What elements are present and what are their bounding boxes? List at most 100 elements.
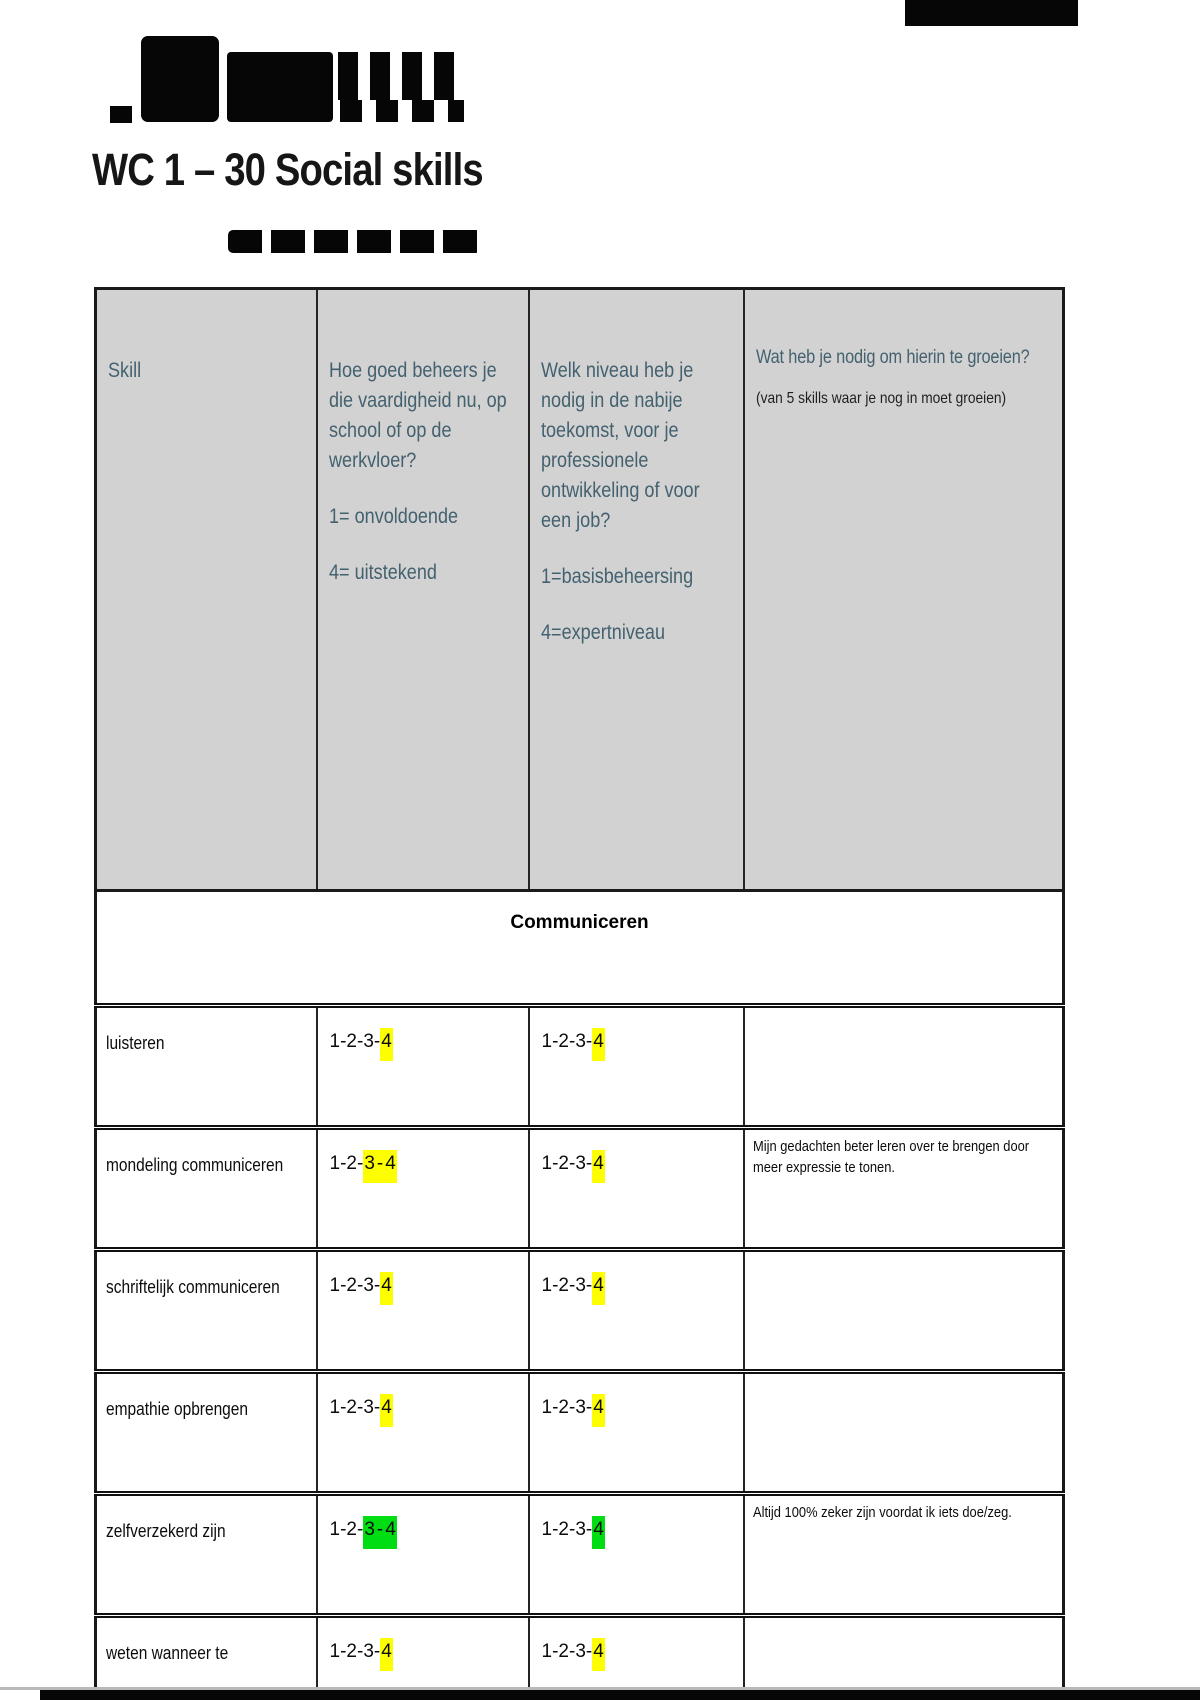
current-level-scale: 1-2-3-4 (315, 1127, 530, 1252)
skill-name: mondeling communiceren (94, 1127, 318, 1252)
scale-value: 2 (558, 1641, 569, 1662)
growth-note (742, 1005, 1065, 1130)
current-level-scale: 1-2-3-4 (315, 1615, 530, 1700)
page-title: WC 1 – 30 Social skills (92, 144, 484, 195)
scale-value: 3 (363, 1150, 376, 1183)
col-header-growth-subtitle: (van 5 skills waar je nog in moet groeie… (755, 390, 1006, 407)
scale-value: 4 (592, 1638, 605, 1671)
growth-note (742, 1371, 1065, 1496)
table-row: schriftelijk communiceren 1-2-3-4 1-2-3-… (94, 1249, 1065, 1374)
skill-name: weten wanneer te (94, 1615, 318, 1700)
needed-level-scale: 1-2-3-4 (527, 1371, 745, 1496)
section-row: Communiceren (94, 890, 1065, 1008)
growth-note (742, 1615, 1065, 1700)
scale-value: 4 (592, 1516, 605, 1549)
scale-value: 1 (541, 1153, 553, 1174)
scale-value: 4 (380, 1638, 393, 1671)
scale-value: 1 (329, 1153, 341, 1174)
scale-value: 2 (346, 1153, 357, 1174)
current-level-scale: 1-2-3-4 (315, 1249, 530, 1374)
scale-value: 1 (541, 1275, 553, 1296)
growth-note: Mijn gedachten beter leren over te breng… (742, 1127, 1065, 1252)
scale-value: 2 (346, 1275, 357, 1296)
scale-value: 2 (558, 1275, 569, 1296)
scale-value: 2 (558, 1153, 569, 1174)
scale-value: 1 (541, 1519, 553, 1540)
col-header-skill-label: Skill (108, 359, 142, 382)
growth-note: Altijd 100% zeker zijn voordat ik iets d… (742, 1493, 1065, 1618)
skill-name: luisteren (94, 1005, 318, 1130)
scan-artifact-stripes (338, 52, 464, 100)
growth-note (742, 1249, 1065, 1374)
scale-value: 4 (592, 1150, 605, 1183)
table-row: zelfverzekerd zijn 1-2-3-4 1-2-3-4 Altij… (94, 1493, 1065, 1618)
scale-value: 3 (575, 1397, 586, 1418)
scale-value: 2 (346, 1397, 357, 1418)
scale-value: 3 (363, 1641, 374, 1662)
scale-value: 4 (592, 1028, 605, 1061)
scale-value: 3 (575, 1641, 586, 1662)
col-header-skill: Skill (94, 288, 318, 892)
scan-artifact-stripes (232, 100, 464, 122)
page-break-line (0, 1687, 1200, 1690)
scale-value: 1 (329, 1397, 341, 1418)
needed-level-scale: 1-2-3-4 (527, 1005, 745, 1130)
col-header-growth: Wat heb je nodig om hierin te groeien? (… (742, 288, 1065, 892)
scale-value: 4 (384, 1150, 397, 1183)
scale-value: 4 (592, 1394, 605, 1427)
scale-value: 3 (363, 1397, 374, 1418)
scale-value: 2 (558, 1397, 569, 1418)
scale-value: 1 (329, 1519, 341, 1540)
redaction-scribble (228, 230, 481, 253)
scale-value: 4 (384, 1516, 397, 1549)
scale-value: 4 (380, 1028, 393, 1061)
table-row: weten wanneer te 1-2-3-4 1-2-3-4 (94, 1615, 1065, 1700)
scale-value: 2 (346, 1519, 357, 1540)
skill-name: schriftelijk communiceren (94, 1249, 318, 1374)
scale-value: 4 (592, 1272, 605, 1305)
scale-value: 4 (380, 1394, 393, 1427)
scale-value: 4 (380, 1272, 393, 1305)
scale-value: 1 (541, 1641, 553, 1662)
scale-value: 2 (346, 1031, 357, 1052)
scale-value: 3 (575, 1275, 586, 1296)
scale-value: 2 (346, 1641, 357, 1662)
needed-level-scale: 1-2-3-4 (527, 1493, 745, 1618)
table-row: mondeling communiceren 1-2-3-4 1-2-3-4 M… (94, 1127, 1065, 1252)
scale-value: 3 (363, 1516, 376, 1549)
skill-rows: Communiceren luisteren 1-2-3-4 1-2-3-4 m… (94, 890, 1065, 1700)
current-level-scale: 1-2-3-4 (315, 1493, 530, 1618)
skill-name: zelfverzekerd zijn (94, 1493, 318, 1618)
scale-value: 1 (541, 1397, 553, 1418)
scale-value: 2 (558, 1031, 569, 1052)
page-break-bar (40, 1690, 1200, 1700)
scale-value: 3 (575, 1031, 586, 1052)
skills-table: Skill Hoe goed beheers je die vaardigheid… (94, 287, 1065, 1700)
needed-level-scale: 1-2-3-4 (527, 1249, 745, 1374)
scan-artifact-chip (110, 106, 132, 123)
needed-level-scale: 1-2-3-4 (527, 1615, 745, 1700)
current-level-scale: 1-2-3-4 (315, 1005, 530, 1130)
scale-value: 3 (363, 1031, 374, 1052)
scan-artifact-blob (141, 36, 219, 122)
scale-value: 2 (558, 1519, 569, 1540)
scale-value: 3 (363, 1275, 374, 1296)
redaction-bar-top-right (905, 0, 1078, 26)
scale-value: 3 (575, 1153, 586, 1174)
scale-value: 1 (329, 1275, 341, 1296)
scale-value: 3 (575, 1519, 586, 1540)
section-header: Communiceren (94, 890, 1065, 1008)
col-header-needed-level: Welk niveau heb je nodig in de nabije toek… (527, 288, 745, 892)
scale-value: 1 (541, 1031, 553, 1052)
current-level-scale: 1-2-3-4 (315, 1371, 530, 1496)
skill-name: empathie opbrengen (94, 1371, 318, 1496)
table-row: empathie opbrengen 1-2-3-4 1-2-3-4 (94, 1371, 1065, 1496)
scale-value: 1 (329, 1641, 341, 1662)
table-header-row: Skill Hoe goed beheers je die vaardigheid… (94, 288, 1065, 892)
col-header-current-level: Hoe goed beheers je die vaardigheid nu, o… (315, 288, 530, 892)
col-header-growth-title: Wat heb je nodig om hierin te groeien? (755, 347, 1030, 368)
table-row: luisteren 1-2-3-4 1-2-3-4 (94, 1005, 1065, 1130)
scale-value: 1 (329, 1031, 341, 1052)
needed-level-scale: 1-2-3-4 (527, 1127, 745, 1252)
